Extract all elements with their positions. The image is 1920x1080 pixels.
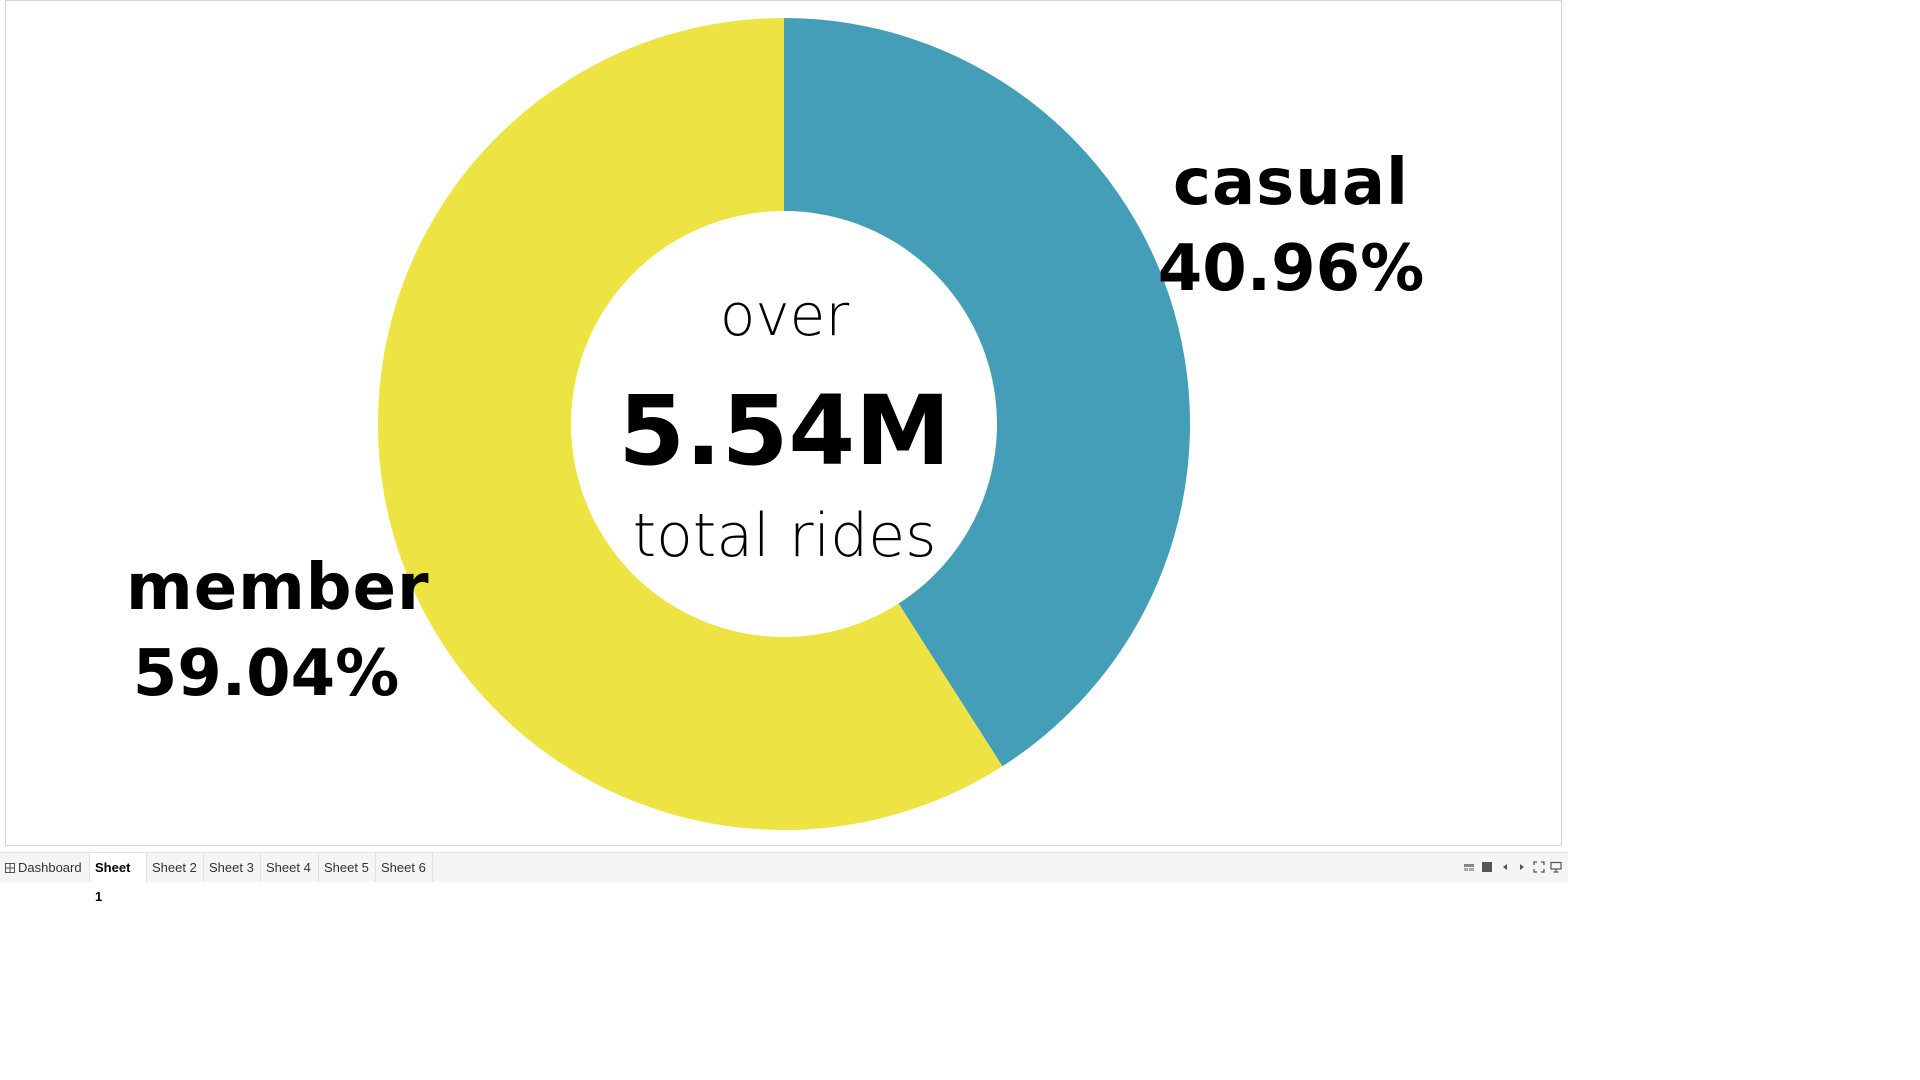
center-over: over bbox=[719, 281, 850, 349]
tab-label: Sheet 4 bbox=[266, 860, 311, 875]
donut-slice-member[interactable] bbox=[378, 18, 1003, 830]
tab-sheet-3[interactable]: Sheet 3 bbox=[204, 853, 261, 882]
tab-label: Sheet 5 bbox=[324, 860, 369, 875]
tab-label: Dashboard bbox=[18, 860, 82, 875]
center-total: 5.54M bbox=[618, 375, 951, 487]
presentation-mode-icon[interactable] bbox=[1550, 861, 1562, 873]
casual-label: casual 40.96% bbox=[1156, 151, 1426, 301]
center-total-rides: total rides bbox=[632, 501, 937, 571]
dashboard-grid-icon bbox=[5, 863, 15, 873]
previous-sheet-icon[interactable] bbox=[1499, 861, 1511, 873]
tab-label: Sheet 3 bbox=[209, 860, 254, 875]
fullscreen-icon[interactable] bbox=[1533, 861, 1545, 873]
chart-canvas: casual 40.96% member 59.04% over 5.54M t… bbox=[5, 0, 1562, 846]
member-label: member 59.04% bbox=[126, 551, 430, 711]
tab-label: Sheet 2 bbox=[152, 860, 197, 875]
tab-sheet-4[interactable]: Sheet 4 bbox=[261, 853, 319, 882]
member-name: member bbox=[126, 551, 430, 625]
casual-name: casual bbox=[1173, 146, 1409, 220]
sheet-tab-bar: Dashboard Sheet 1 Sheet 2 Sheet 3 Sheet … bbox=[0, 852, 1568, 904]
casual-percent: 40.96% bbox=[1157, 232, 1425, 306]
next-sheet-icon[interactable] bbox=[1516, 861, 1528, 873]
show-tabs-icon[interactable] bbox=[1463, 861, 1475, 873]
tab-label: Sheet 6 bbox=[381, 860, 426, 875]
donut-chart bbox=[378, 18, 1190, 830]
sheet-view-icon[interactable] bbox=[1481, 861, 1493, 873]
tab-sheet-5[interactable]: Sheet 5 bbox=[319, 853, 376, 882]
tab-sheet-6[interactable]: Sheet 6 bbox=[376, 853, 433, 882]
tab-dashboard[interactable]: Dashboard bbox=[0, 853, 90, 882]
donut-slice-casual[interactable] bbox=[784, 18, 1190, 767]
tab-sheet-1[interactable]: Sheet 1 bbox=[90, 853, 147, 904]
member-percent: 59.04% bbox=[132, 637, 400, 711]
tab-label: Sheet 1 bbox=[95, 860, 131, 904]
tab-sheet-2[interactable]: Sheet 2 bbox=[147, 853, 204, 882]
